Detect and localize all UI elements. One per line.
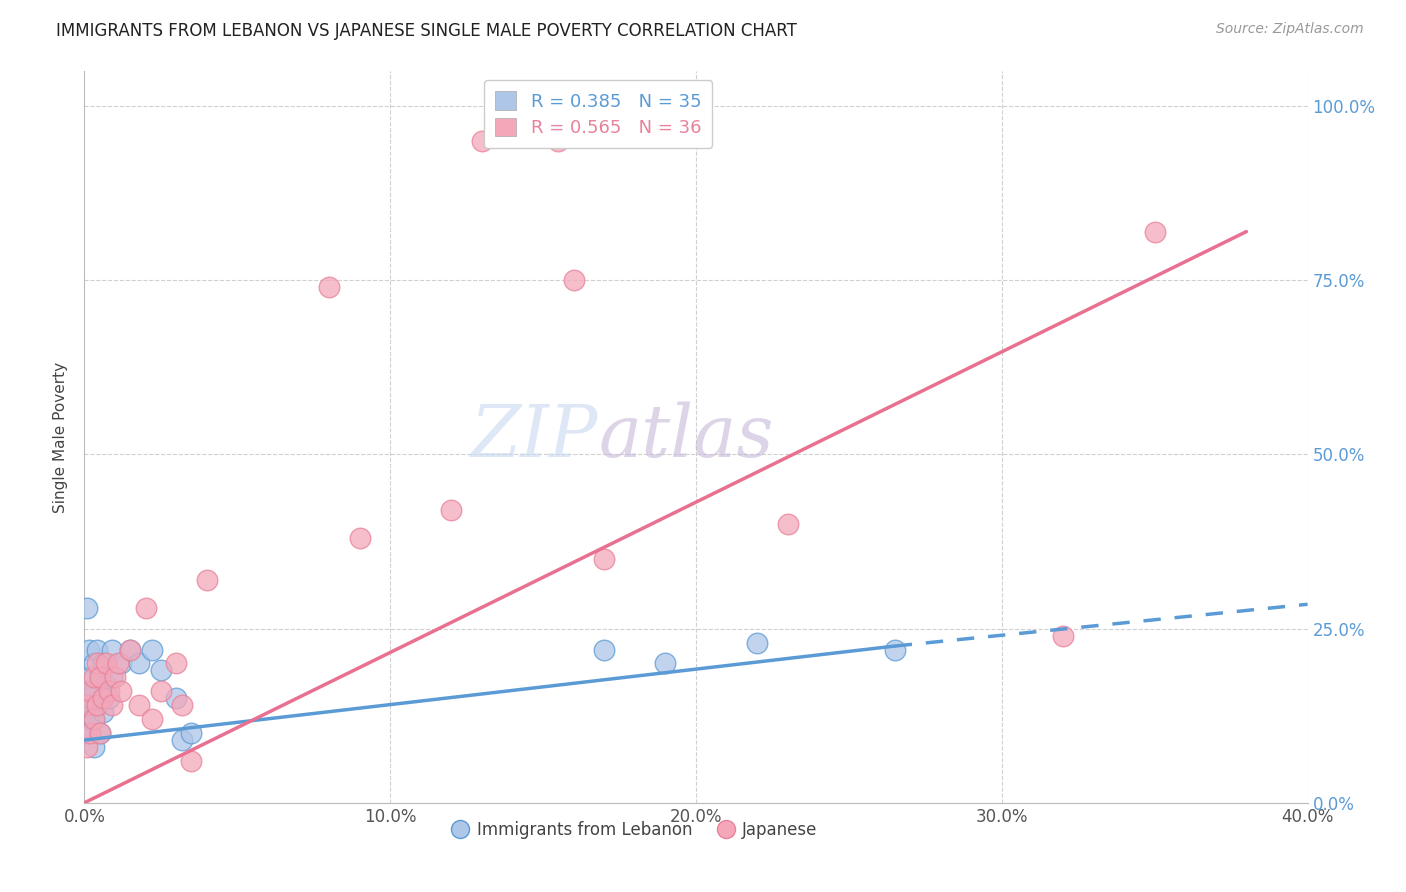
Legend: Immigrants from Lebanon, Japanese: Immigrants from Lebanon, Japanese	[446, 814, 824, 846]
Point	[79, 726, 101, 740]
Point	[94, 677, 117, 691]
Point	[149, 664, 172, 678]
Point	[80, 712, 103, 726]
Point	[101, 698, 124, 713]
Point	[79, 691, 101, 706]
Point	[75, 712, 97, 726]
Point	[747, 635, 769, 649]
Point	[165, 691, 187, 706]
Point	[77, 642, 100, 657]
Point	[86, 698, 108, 713]
Point	[86, 642, 108, 657]
Text: IMMIGRANTS FROM LEBANON VS JAPANESE SINGLE MALE POVERTY CORRELATION CHART: IMMIGRANTS FROM LEBANON VS JAPANESE SING…	[56, 22, 797, 40]
Point	[128, 698, 150, 713]
Point	[593, 552, 616, 566]
Point	[89, 726, 111, 740]
Point	[440, 503, 463, 517]
Point	[83, 670, 105, 684]
Point	[76, 740, 98, 755]
Point	[141, 642, 163, 657]
Point	[79, 670, 101, 684]
Point	[195, 573, 218, 587]
Point	[83, 712, 105, 726]
Point	[94, 657, 117, 671]
Text: ZIP: ZIP	[471, 401, 598, 473]
Point	[120, 642, 142, 657]
Point	[101, 670, 124, 684]
Point	[180, 754, 202, 768]
Point	[79, 684, 101, 698]
Point	[77, 698, 100, 713]
Point	[180, 726, 202, 740]
Point	[83, 684, 105, 698]
Point	[562, 273, 585, 287]
Point	[593, 642, 616, 657]
Point	[86, 657, 108, 671]
Point	[89, 670, 111, 684]
Point	[883, 642, 905, 657]
Y-axis label: Single Male Poverty: Single Male Poverty	[53, 361, 69, 513]
Point	[1143, 225, 1166, 239]
Point	[91, 705, 114, 719]
Point	[110, 657, 132, 671]
Point	[91, 657, 114, 671]
Point	[128, 657, 150, 671]
Point	[104, 670, 127, 684]
Point	[149, 684, 172, 698]
Point	[97, 691, 120, 706]
Point	[349, 531, 371, 545]
Point	[76, 600, 98, 615]
Point	[776, 517, 799, 532]
Point	[79, 726, 101, 740]
Text: atlas: atlas	[598, 401, 773, 473]
Point	[89, 726, 111, 740]
Point	[1052, 629, 1074, 643]
Point	[547, 134, 569, 148]
Point	[83, 740, 105, 755]
Point	[91, 691, 114, 706]
Point	[97, 684, 120, 698]
Point	[654, 657, 676, 671]
Point	[83, 657, 105, 671]
Point	[101, 642, 124, 657]
Point	[110, 684, 132, 698]
Point	[135, 600, 157, 615]
Point	[318, 280, 340, 294]
Point	[471, 134, 494, 148]
Point	[86, 698, 108, 713]
Point	[89, 670, 111, 684]
Point	[107, 657, 129, 671]
Point	[120, 642, 142, 657]
Point	[83, 712, 105, 726]
Point	[76, 698, 98, 713]
Point	[172, 733, 194, 747]
Point	[76, 726, 98, 740]
Point	[141, 712, 163, 726]
Point	[165, 657, 187, 671]
Point	[172, 698, 194, 713]
Text: Source: ZipAtlas.com: Source: ZipAtlas.com	[1216, 22, 1364, 37]
